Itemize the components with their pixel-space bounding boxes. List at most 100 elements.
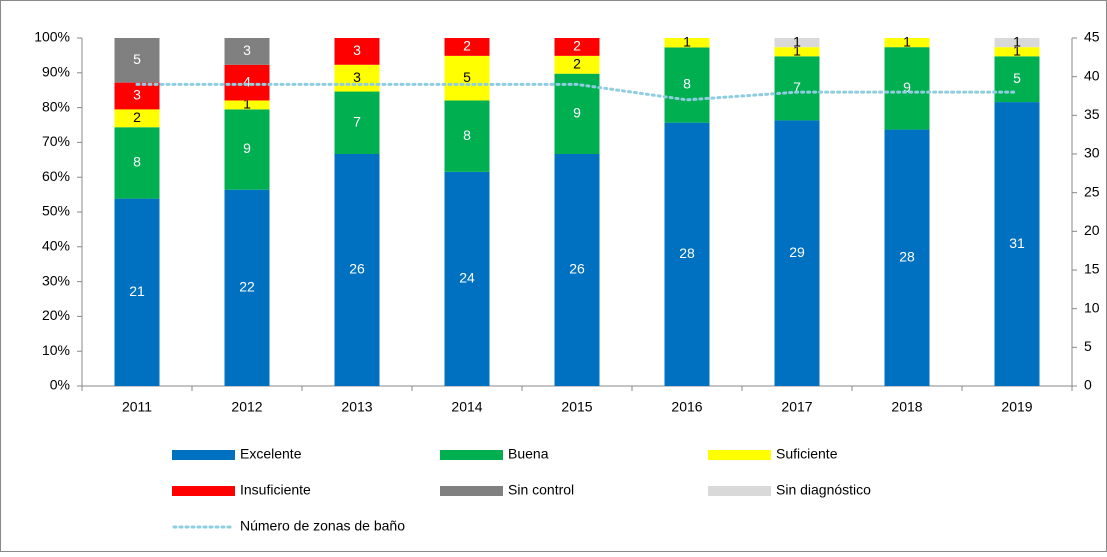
y-tick-label: 50% [42, 203, 70, 219]
data-label: 28 [899, 248, 915, 264]
bar-segment [994, 102, 1040, 387]
bar-segment [774, 56, 820, 121]
y2-tick-label: 10 [1084, 299, 1100, 315]
bar-segment [224, 189, 270, 386]
bar-segment [994, 38, 1040, 48]
y-tick-label: 90% [42, 64, 70, 80]
data-label: 8 [683, 76, 691, 92]
data-label: 3 [353, 69, 361, 85]
bar-segment [444, 171, 490, 386]
bar-segment [664, 122, 710, 386]
data-label: 2 [463, 38, 471, 54]
y2-tick-label: 25 [1084, 183, 1100, 199]
bar-segment [774, 38, 820, 48]
bar-segment [884, 47, 930, 130]
data-label: 4 [243, 73, 251, 89]
data-label: 1 [793, 33, 801, 49]
legend-swatch [172, 486, 235, 496]
data-label: 1 [1013, 33, 1021, 49]
data-label: 28 [679, 245, 695, 261]
data-label: 26 [569, 261, 585, 277]
bar-segment [664, 47, 710, 123]
legend-label: Sin diagnóstico [776, 482, 871, 498]
y2-tick-label: 45 [1084, 29, 1100, 45]
data-label: 3 [133, 87, 141, 103]
bar-segment [224, 100, 270, 110]
data-label: 9 [243, 140, 251, 156]
data-label: 1 [903, 33, 911, 49]
y-tick-label: 80% [42, 98, 70, 114]
data-label: 31 [1009, 235, 1025, 251]
bar-segment [334, 91, 380, 154]
legend-swatch [172, 450, 235, 460]
data-label: 21 [129, 283, 145, 299]
y-tick-label: 100% [34, 29, 70, 45]
data-label: 1 [683, 33, 691, 49]
x-tick-label: 2019 [1001, 399, 1032, 415]
bar-segment [664, 38, 710, 48]
data-label: 29 [789, 244, 805, 260]
data-label: 22 [239, 279, 255, 295]
data-label: 2 [573, 55, 581, 71]
data-label: 1 [793, 42, 801, 58]
y-tick-label: 40% [42, 238, 70, 254]
x-tick-label: 2017 [781, 399, 812, 415]
data-label: 7 [793, 79, 801, 95]
x-tick-label: 2012 [231, 399, 262, 415]
legend-swatch [440, 486, 503, 496]
bar-segment [994, 56, 1040, 103]
y2-tick-label: 20 [1084, 222, 1100, 238]
legend-label: Sin control [508, 482, 574, 498]
x-tick-label: 2011 [122, 399, 152, 415]
data-label: 7 [353, 113, 361, 129]
bar-segment [994, 47, 1040, 57]
legend-label: Número de zonas de baño [240, 518, 405, 534]
line-series [135, 82, 1019, 102]
legend-label: Insuficiente [240, 482, 311, 498]
y-tick-label: 0% [50, 377, 70, 393]
y2-tick-label: 15 [1084, 261, 1100, 277]
data-label: 1 [243, 96, 251, 112]
bar-segment [224, 109, 270, 190]
data-label: 1 [1013, 42, 1021, 58]
bar-segment [334, 154, 380, 386]
legend-swatch [708, 450, 771, 460]
data-label: 3 [243, 42, 251, 58]
data-label: 2 [573, 38, 581, 54]
bar-segment [224, 64, 270, 101]
data-label: 8 [463, 127, 471, 143]
legend-label: Suficiente [776, 446, 838, 462]
bar-segment [554, 55, 600, 74]
legend-label: Excelente [240, 446, 302, 462]
y-tick-label: 70% [42, 133, 70, 149]
bar-segment [774, 120, 820, 386]
bar-segment [444, 38, 490, 56]
data-label: 2 [133, 109, 141, 125]
data-label: 3 [353, 42, 361, 58]
bar-segment [444, 100, 490, 172]
legend-label: Buena [508, 446, 549, 462]
legend-swatch [708, 486, 771, 496]
data-label: 5 [1013, 70, 1021, 86]
bar-segment [884, 129, 930, 386]
y-tick-label: 30% [42, 272, 70, 288]
y2-tick-label: 40 [1084, 67, 1100, 83]
y-tick-label: 20% [42, 307, 70, 323]
bar-segment [114, 38, 160, 83]
y2-tick-label: 35 [1084, 106, 1100, 122]
x-tick-label: 2014 [451, 399, 482, 415]
bar-segment [224, 38, 270, 65]
bar-segment [884, 38, 930, 48]
data-label: 8 [133, 154, 141, 170]
x-tick-label: 2015 [561, 399, 592, 415]
data-label: 5 [133, 51, 141, 67]
bar-segment [114, 82, 160, 110]
data-label: 9 [573, 105, 581, 121]
data-label: 24 [459, 270, 475, 286]
data-label: 9 [903, 79, 911, 95]
y-tick-label: 10% [42, 342, 70, 358]
bar-segment [114, 127, 160, 199]
y2-tick-label: 5 [1084, 338, 1092, 354]
data-label: 26 [349, 261, 365, 277]
legend-swatch [440, 450, 503, 460]
